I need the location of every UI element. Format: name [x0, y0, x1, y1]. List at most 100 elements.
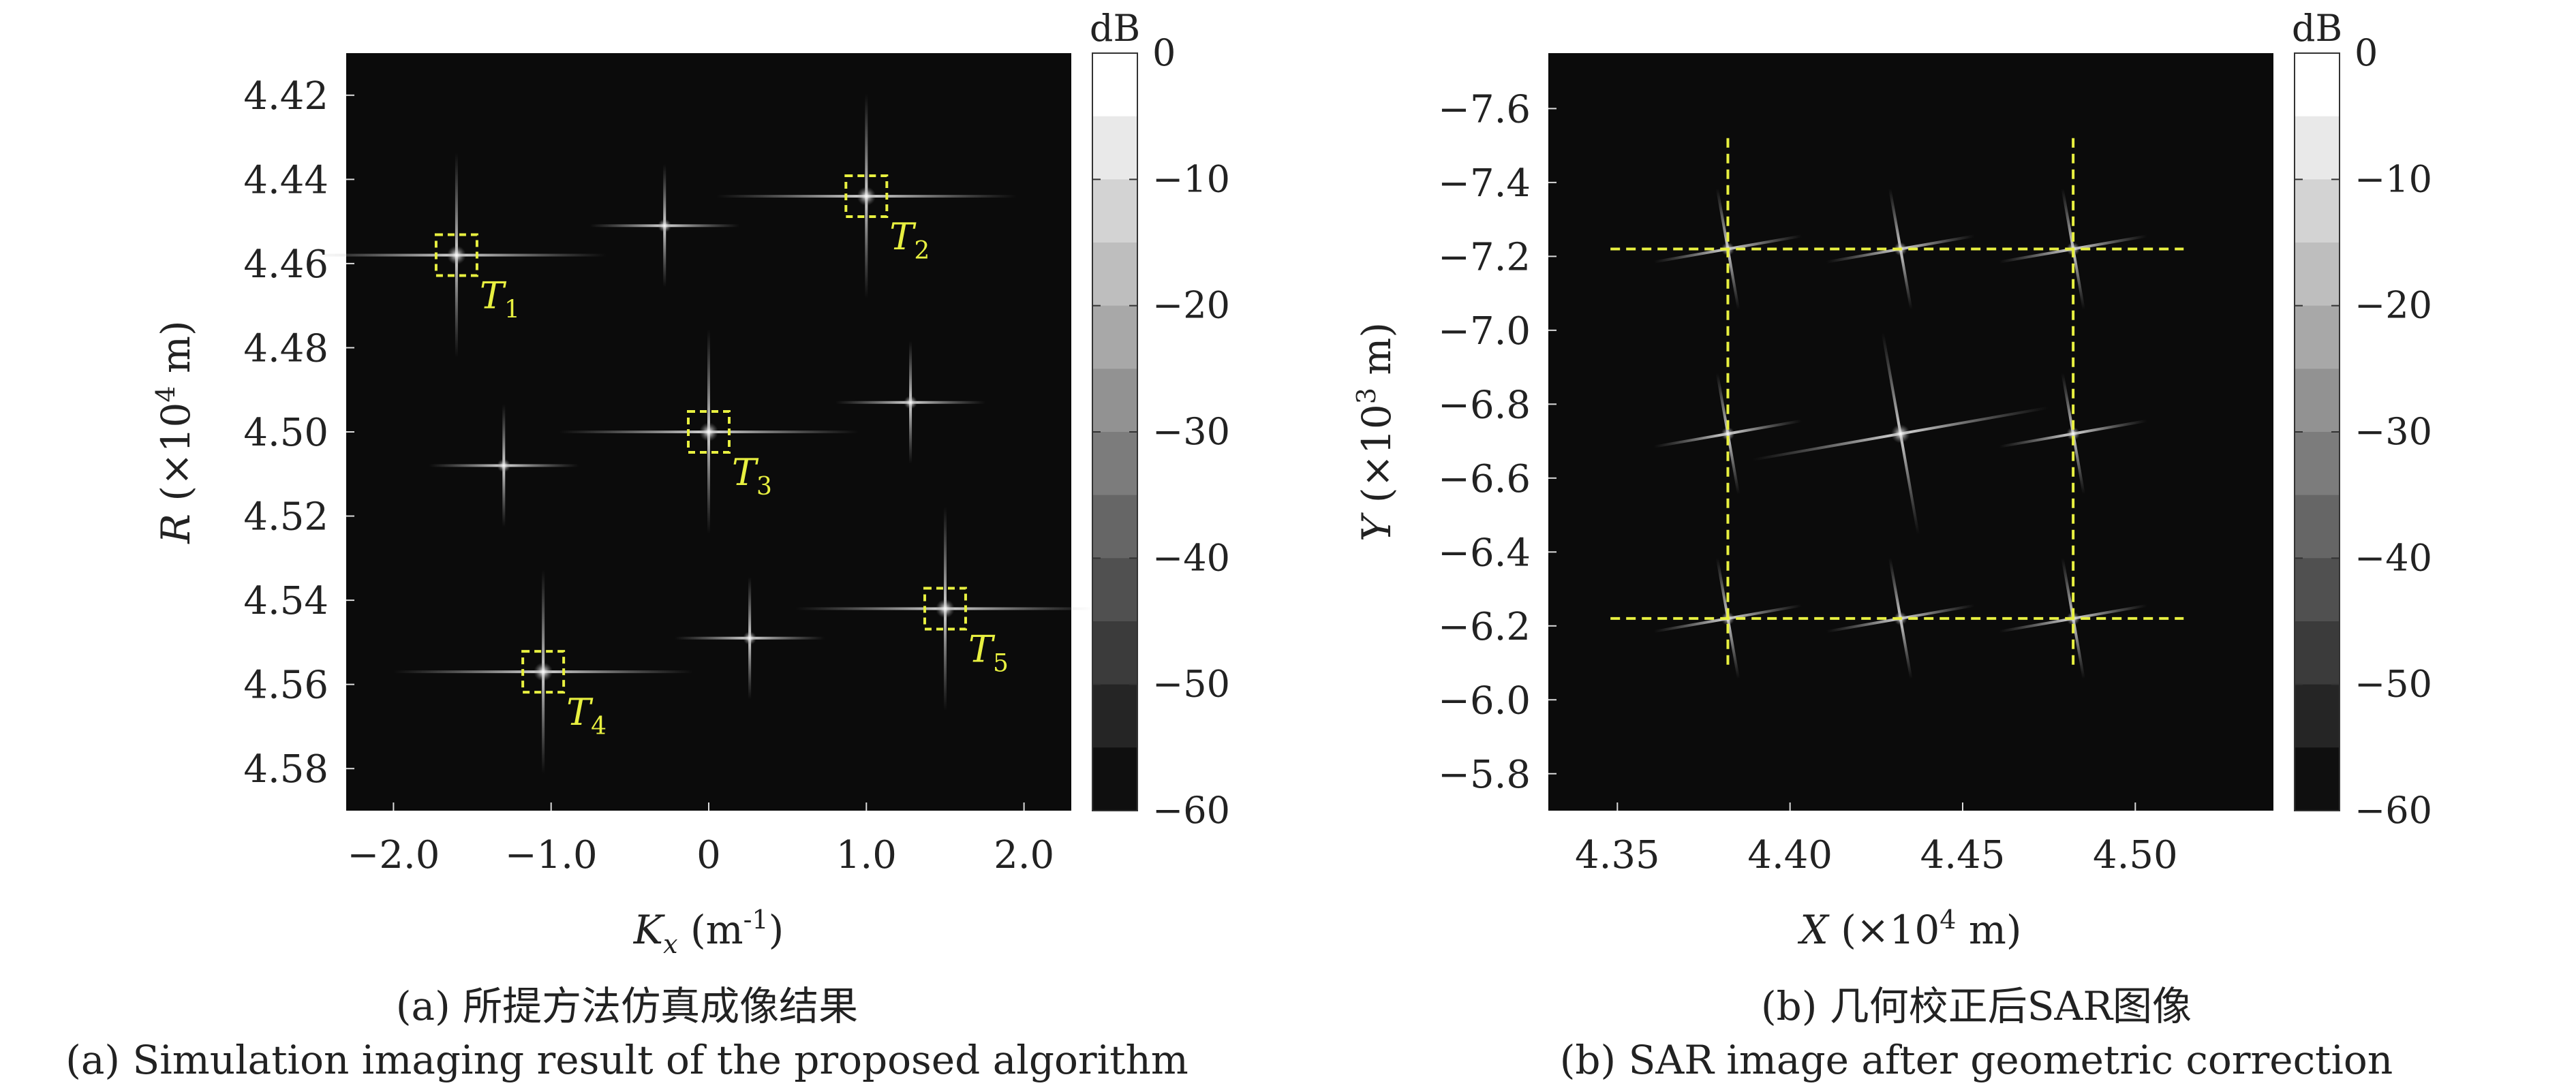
panel-a-target-core [904, 395, 918, 409]
panel-a-colorbar-band [1092, 684, 1137, 749]
panel-b-colorbar-tick-label: −40 [2355, 536, 2432, 579]
panel-a-xtick-label: 1.0 [836, 833, 897, 877]
panel-b-colorbar-band [2295, 432, 2340, 496]
panel-b-target-core [2066, 426, 2081, 441]
panel-b-target-point [1653, 373, 1803, 495]
panel-b-colorbar-band [2295, 305, 2340, 370]
panel-a-colorbar-band [1092, 558, 1137, 622]
panel-b-ytick-label: −6.2 [1438, 605, 1531, 649]
panel-b-ytick-label: −7.2 [1438, 235, 1531, 279]
panel-a-colorbar-tick-label: −10 [1152, 157, 1230, 200]
panel-a-target-box [687, 410, 731, 454]
panel-b-target-point [1999, 373, 2147, 495]
panel-a-colorbar-band [1092, 747, 1137, 811]
panel-a-target-box [923, 587, 967, 631]
panel-a-colorbar-unit: dB [1090, 7, 1140, 50]
panel-a-target-label: T5 [968, 627, 1009, 677]
panel-a-target-label: T2 [889, 215, 930, 265]
panel-a-colorbar-band [1092, 116, 1137, 181]
panel-a-ytick-label: 4.52 [243, 495, 328, 540]
panel-b-ytick-label: −7.0 [1438, 309, 1531, 354]
panel-a-colorbar-tick-label: −40 [1152, 536, 1230, 579]
panel-a-target-point [306, 153, 607, 358]
panel-a-target-box [521, 650, 566, 694]
panel-b-target-core [1890, 424, 1910, 443]
panel-a-target-label: T3 [732, 451, 772, 501]
panel-b-colorbar-unit: dB [2292, 7, 2342, 50]
caption-a-chinese: (a) 所提方法仿真成像结果 [395, 983, 859, 1029]
panel-b-target-point [1752, 332, 2049, 535]
panel-b-colorbar-tick-label: −60 [2355, 789, 2432, 832]
panel-a-target-label: T4 [566, 691, 607, 740]
panel-b-ytick-label: −7.4 [1438, 161, 1531, 206]
panel-b-colorbar-band [2295, 116, 2340, 181]
panel-b-colorbar-tick-label: −10 [2355, 157, 2432, 200]
panel-a-colorbar-band [1092, 621, 1137, 685]
panel-b-xtick-label: 4.35 [1575, 833, 1660, 877]
panel-b-colorbar-band [2295, 369, 2340, 433]
panel-b-colorbar-band [2295, 495, 2340, 559]
panel-a-target-point [716, 94, 1017, 299]
panel-a-ytick-label: 4.42 [243, 74, 328, 119]
panel-b-ytick-label: −6.8 [1438, 383, 1531, 427]
panel-a-ytick-label: 4.58 [243, 747, 328, 792]
panel-b-colorbar-tick-label: −30 [2355, 410, 2432, 453]
panel-a-target-box [844, 174, 889, 219]
panel-a-target-point [835, 341, 986, 464]
panel-a-target-core [497, 458, 511, 473]
caption-b-english: (b) SAR image after geometric correction [1559, 1037, 2393, 1083]
panel-a-colorbar-band [1092, 432, 1137, 496]
panel-a-colorbar-band [1092, 243, 1137, 307]
panel-b-target-core [1721, 426, 1735, 441]
panel-a-target-point [429, 404, 579, 527]
panel-a-colorbar-tick-label: 0 [1152, 31, 1176, 74]
panel-a-target-core [935, 599, 955, 619]
panel-b-ytick-label: −5.8 [1438, 753, 1531, 797]
panel-b-colorbar-band [2295, 243, 2340, 307]
caption-b-chinese: (b) 几何校正后SAR图像 [1760, 983, 2192, 1029]
panel-a-xtick-label: 2.0 [994, 833, 1054, 877]
panel-a-ytick-label: 4.44 [243, 158, 328, 202]
panel-b-ytick-label: −6.4 [1438, 531, 1531, 575]
panel-b-xtick-label: 4.40 [1747, 833, 1833, 877]
panel-a-target-point [393, 570, 694, 775]
panel-b-ylabel: Y (×103 m) [1351, 322, 1400, 542]
panel-b-colorbar-tick-label: −20 [2355, 284, 2432, 327]
panel-a-target-point [795, 506, 1095, 711]
panel-a-target-core [857, 187, 876, 206]
panel-a-target-core [699, 422, 718, 441]
panel-a-ytick-label: 4.50 [243, 411, 328, 455]
panel-b-colorbar-tick-label: 0 [2355, 31, 2378, 74]
panel-a-target-label: T1 [480, 275, 520, 324]
panel-a-colorbar-tick-label: −20 [1152, 284, 1230, 327]
panel-a-target-core [534, 662, 553, 682]
panel-a-target-point [675, 576, 825, 700]
panel-a-xtick-label: −1.0 [505, 833, 598, 877]
panel-b-colorbar-band [2295, 684, 2340, 749]
panel-b-ytick-label: −6.6 [1438, 457, 1531, 501]
panel-b-colorbar-band [2295, 558, 2340, 622]
panel-a-colorbar-band [1092, 53, 1137, 117]
panel-a-target-core [743, 631, 757, 645]
panel-b-xtick-label: 4.50 [2093, 833, 2178, 877]
panel-a-ytick-label: 4.56 [243, 664, 328, 708]
panel-a-xtick-label: 0 [696, 833, 721, 877]
panel-b-xtick-label: 4.45 [1920, 833, 2006, 877]
caption-a-english: (a) Simulation imaging result of the pro… [65, 1037, 1189, 1083]
panel-b-xlabel: X (×104 m) [1797, 905, 2021, 953]
panel-a-ytick-label: 4.48 [243, 326, 328, 371]
panel-a-target-box [434, 233, 478, 277]
panel-b-colorbar-band [2295, 747, 2340, 811]
panel-a-ytick-label: 4.54 [243, 579, 328, 623]
panel-a-colorbar-tick-label: −50 [1152, 663, 1230, 706]
panel-b-ytick-label: −7.6 [1438, 87, 1531, 131]
panel-a-colorbar-band [1092, 369, 1137, 433]
panel-a-target-core [446, 245, 466, 265]
panel-b-colorbar-band [2295, 179, 2340, 243]
panel-a-ylabel: R (×104 m) [151, 320, 199, 544]
panel-a-colorbar-band [1092, 495, 1137, 559]
panel-b-colorbar-band [2295, 621, 2340, 685]
panel-a-ytick-label: 4.46 [243, 243, 328, 287]
panel-a-chart: T1 T2 T3 T4 T5 −2.0 −1.0 0 1.0 2.0 4.42 4.44 4.46 4.4… [151, 7, 1230, 959]
